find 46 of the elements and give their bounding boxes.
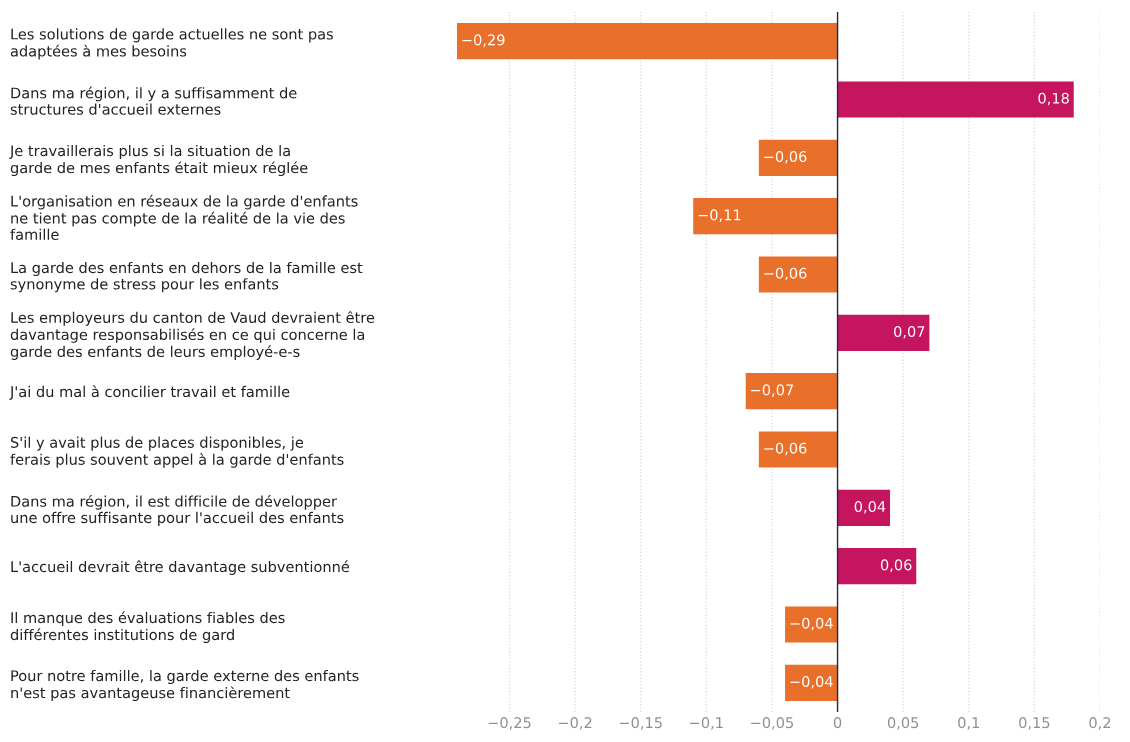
x-tick-label: 0,1 [958, 717, 980, 730]
bar [758, 139, 838, 176]
data-label: −0,04 [790, 676, 833, 689]
bar [837, 81, 1074, 118]
y-tick-label: Il manque des évaluations fiables des différentes institutions de gard [10, 611, 285, 644]
data-label: −0,29 [462, 34, 505, 47]
x-tick-label: −0,2 [558, 717, 592, 730]
y-tick-label: Les solutions de garde actuelles ne sont pas adaptées à mes besoins [10, 28, 333, 60]
y-tick-label: Pour notre famille, la garde externe des enfants n'est pas avantageuse financièrement [11, 669, 359, 702]
x-tick-label: −0,1 [690, 717, 723, 730]
x-tick-label: −0,25 [488, 717, 531, 730]
x-tick-label: 0,15 [1019, 717, 1050, 730]
data-label: −0,06 [764, 267, 807, 281]
data-label: −0,07 [751, 384, 793, 397]
y-tick-label: Je travaillerais plus si la situation de la garde de mes enfants était mieux réglée [9, 144, 308, 177]
y-tick-label: L'organisation en réseaux de la garde d'enfants ne tient pas compte de la réalité de la vie des famille [10, 194, 358, 240]
x-tick-label: 0,2 [1089, 717, 1111, 730]
data-label: 0,04 [854, 501, 886, 514]
bar [758, 431, 838, 468]
data-label: 0,06 [880, 559, 912, 572]
bar [837, 489, 891, 526]
bar [758, 256, 838, 293]
x-tick-label: −0,15 [619, 717, 662, 730]
y-tick-label: Les employeurs du canton de Vaud devraient être davantage responsabilisés en ce qui concerne la garde des enfants de leurs employé-e-s [10, 311, 375, 360]
x-tick-label: 0 [833, 717, 842, 729]
x-tick-label: −0,05 [751, 717, 794, 730]
y-tick-label: Dans ma région, il y a suffisamment de structures d'accueil externes [10, 86, 297, 115]
bar [837, 314, 930, 351]
data-label: −0,04 [790, 617, 833, 631]
bar [457, 23, 838, 60]
y-tick-label: Dans ma région, il est difficile de développer une offre suffisante pour l'accueil des enfants [11, 494, 344, 526]
data-label: −0,06 [764, 442, 807, 456]
data-label: 0,18 [1038, 92, 1069, 106]
data-label: −0,06 [764, 151, 807, 164]
y-tick-label: La garde des enfants en dehors de la famille est synonyme de stress pour les enfants [10, 261, 363, 293]
y-tick-label: S'il y avait plus de places disponibles, je ferais plus souvent appel à la garde d'enfants [10, 436, 344, 468]
y-tick-label: L'accueil devrait être davantage subventionné [11, 560, 350, 576]
data-label: 0,07 [894, 326, 925, 339]
bar [785, 606, 838, 643]
bar [693, 198, 838, 235]
x-tick-label: 0,05 [887, 717, 919, 730]
y-tick-label: J'ai du mal à concilier travail et famille [9, 385, 290, 400]
bar [785, 664, 838, 701]
data-label: −0,11 [698, 209, 741, 222]
bar [837, 548, 917, 585]
bar [745, 373, 838, 410]
